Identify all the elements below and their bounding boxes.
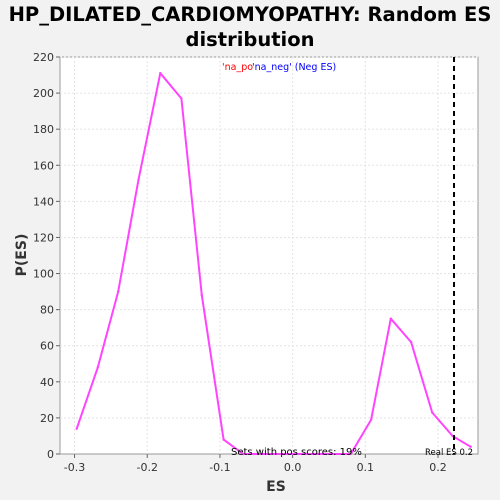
series-point: [137, 178, 140, 181]
y-tick-label: 160: [33, 159, 54, 172]
series-point: [369, 418, 373, 421]
legend-pos-label: 'na_po: [222, 62, 253, 73]
series-point: [409, 340, 413, 344]
y-tick-label: 20: [40, 412, 54, 425]
series-point: [96, 366, 100, 369]
x-tick-label: 0.0: [284, 461, 302, 474]
series-point: [389, 317, 392, 320]
y-tick-label: 40: [40, 376, 54, 389]
x-tick-label: 0.1: [357, 461, 375, 474]
series-line: [75, 72, 472, 455]
y-tick-label: 200: [33, 87, 54, 100]
x-axis-label: ES: [266, 479, 286, 495]
y-axis-label: P(ES): [14, 234, 30, 277]
legend-neg-label: 'na_neg' (Neg ES): [252, 62, 336, 73]
series-point: [222, 438, 225, 441]
chart-title-line-1: HP_DILATED_CARDIOMYOPATHY: Random ES: [8, 3, 492, 26]
y-tick-label: 60: [40, 340, 54, 353]
y-tick-label: 80: [40, 304, 54, 317]
x-tick-label: -0.3: [64, 461, 85, 474]
series-point: [159, 72, 162, 75]
y-tick-label: 180: [33, 123, 54, 136]
axis-ticks: 0 20 40 60 80 100 120 140 160 180 200 220 -0.3 -0.2 -0…: [33, 51, 447, 474]
y-tick-label: 140: [33, 195, 54, 208]
y-tick-label: 100: [33, 268, 54, 281]
series-point: [469, 445, 472, 448]
series-point: [241, 452, 245, 456]
sets-pos-annotation: Sets with pos scores: 19%: [231, 447, 362, 458]
series-point: [200, 294, 203, 297]
series-layer: [75, 72, 472, 456]
series-point: [180, 97, 183, 100]
series-point: [349, 452, 352, 456]
series-point: [116, 290, 120, 293]
y-tick-label: 0: [47, 448, 54, 461]
chart-title-line-2: distribution: [185, 28, 315, 51]
y-tick-label: 120: [33, 231, 54, 244]
chart-title: HP_DILATED_CARDIOMYOPATHY: Random ES dis…: [0, 2, 500, 52]
y-tick-label: 220: [33, 51, 54, 64]
x-tick-label: -0.1: [209, 461, 230, 474]
series-point: [431, 411, 434, 414]
real-es-annotation: Real ES 0.2: [425, 448, 473, 458]
x-tick-label: 0.2: [429, 461, 447, 474]
x-tick-label: -0.2: [137, 461, 158, 474]
plot-area: [59, 56, 479, 455]
grid-lines: [60, 56, 478, 454]
series-point: [75, 427, 78, 430]
